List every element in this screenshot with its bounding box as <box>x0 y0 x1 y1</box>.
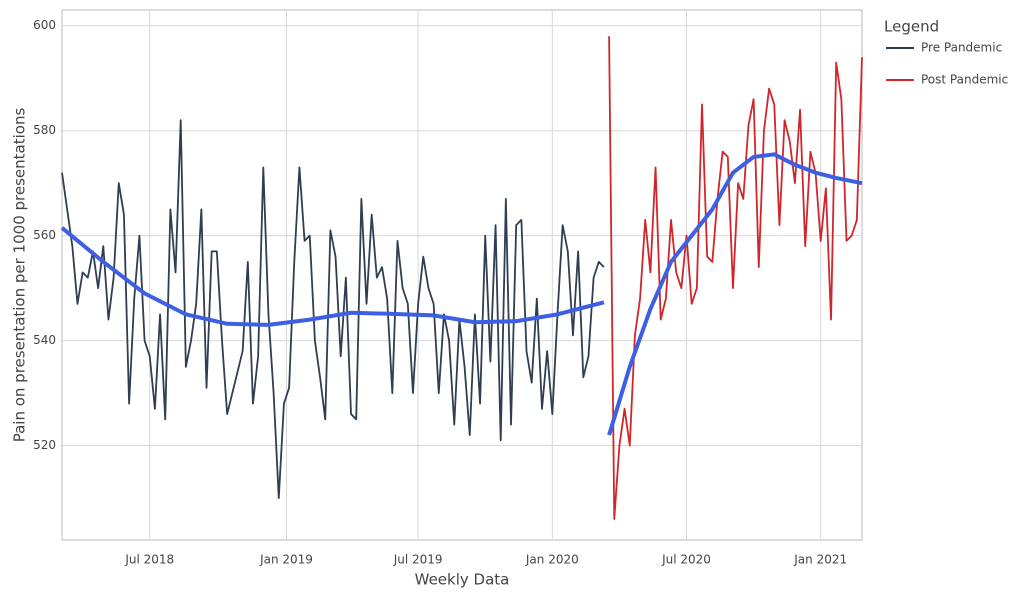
x-tick-label: Jul 2020 <box>661 553 711 567</box>
x-tick-label: Jul 2018 <box>124 553 174 567</box>
y-tick-label: 520 <box>33 438 56 452</box>
legend-title: Legend <box>884 18 939 36</box>
y-tick-label: 560 <box>33 228 56 242</box>
plot-frame <box>61 9 863 541</box>
y-axis-label: Pain on presentation per 1000 presentati… <box>11 108 29 443</box>
x-tick-label: Jan 2020 <box>525 553 579 567</box>
x-tick-label: Jan 2021 <box>793 553 847 567</box>
trend-line <box>60 226 605 327</box>
legend-label: Post Pandemic <box>921 73 1008 87</box>
y-tick-label: 540 <box>33 333 56 347</box>
legend-label: Pre Pandemic <box>921 41 1002 55</box>
x-tick-label: Jul 2019 <box>393 553 443 567</box>
x-axis-label: Weekly Data <box>415 571 510 589</box>
y-tick-label: 600 <box>33 18 56 32</box>
trend-line <box>607 152 863 436</box>
y-tick-label: 580 <box>33 123 56 137</box>
data-line <box>61 119 605 499</box>
x-tick-label: Jan 2019 <box>259 553 313 567</box>
data-line <box>608 36 863 520</box>
